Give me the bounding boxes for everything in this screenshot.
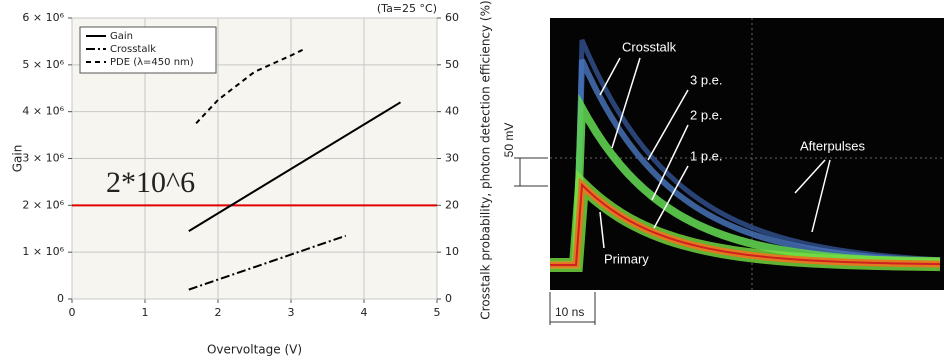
y2-tick-label: 20	[445, 198, 459, 211]
reference-label: 2*10^6	[106, 166, 195, 199]
scope-label: 3 p.e.	[690, 72, 723, 87]
x-tick-label: 1	[142, 306, 149, 319]
x-axis-title: Overvoltage (V)	[207, 343, 302, 357]
x-tick-label: 0	[69, 306, 76, 319]
scope-label: Primary	[604, 251, 649, 266]
annotation: (Ta=25 °C)	[377, 2, 437, 15]
legend-label: Crosstalk	[110, 44, 156, 55]
scope-image: Crosstalk 3 p.e. 2 p.e. 1 p.e. Afterpulses Pr…	[550, 18, 944, 290]
scale-bracket	[514, 158, 548, 186]
scope-label: 1 p.e.	[690, 148, 723, 163]
y2-tick-label: 30	[445, 152, 459, 165]
y-tick-label: 1 × 10⁶	[22, 245, 64, 258]
y2-tick-label: 10	[445, 245, 459, 258]
x-tick-label: 2	[215, 306, 222, 319]
y-axis-title: Gain	[11, 145, 25, 173]
y-tick-label: 4 × 10⁶	[22, 105, 64, 118]
scope-label: Crosstalk	[622, 39, 677, 54]
y-tick-label: 2 × 10⁶	[22, 198, 64, 211]
figure: 01234501 × 10⁶2 × 10⁶3 × 10⁶4 × 10⁶5 × 1…	[0, 0, 944, 360]
y-tick-label: 3 × 10⁶	[22, 152, 64, 165]
x-tick-label: 4	[361, 306, 368, 319]
scope-label: Afterpulses	[800, 138, 866, 153]
horizontal-scale: 10 ns	[555, 305, 584, 319]
y-tick-label: 6 × 10⁶	[22, 11, 64, 24]
y2-tick-label: 50	[445, 58, 459, 71]
x-tick-label: 5	[434, 306, 441, 319]
y2-tick-label: 60	[445, 11, 459, 24]
scope-label: 2 p.e.	[690, 107, 723, 122]
y2-tick-label: 40	[445, 105, 459, 118]
legend: Gain Crosstalk PDE (λ=450 nm)	[80, 27, 216, 73]
x-tick-label: 3	[288, 306, 295, 319]
y2-tick-label: 0	[445, 292, 452, 305]
legend-label: Gain	[110, 31, 133, 42]
y-tick-label: 5 × 10⁶	[22, 58, 64, 71]
legend-label: PDE (λ=450 nm)	[110, 57, 194, 68]
y2-axis-title: Crosstalk probability, photon detection …	[479, 0, 493, 319]
y-tick-label: 0	[57, 292, 64, 305]
vertical-scale: 50 mV	[502, 123, 516, 158]
